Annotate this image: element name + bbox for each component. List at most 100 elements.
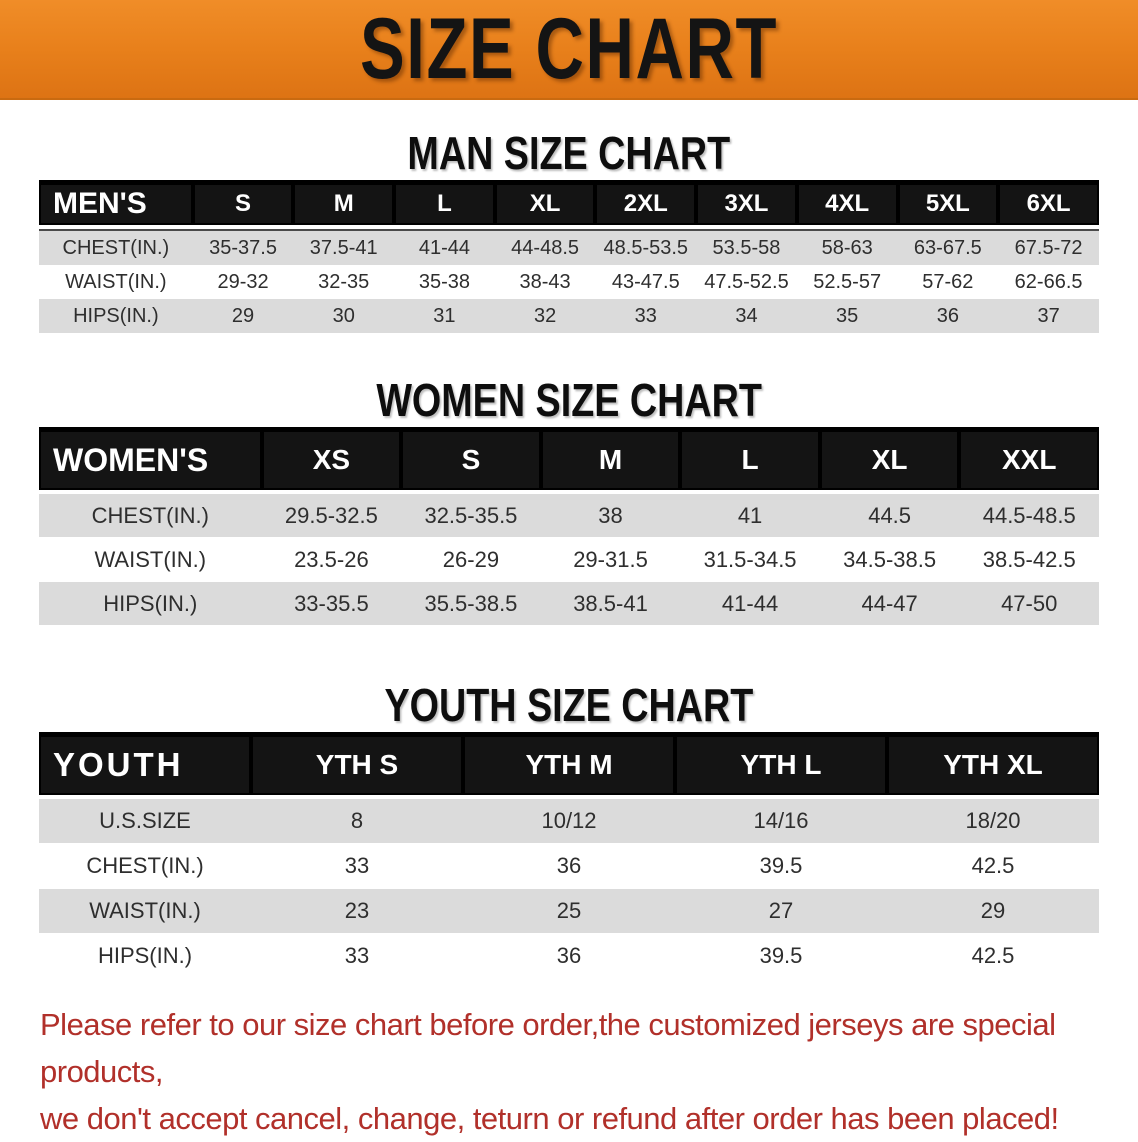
measure-value: 53.5-58 [696,229,797,265]
youth-table-header: YOUTH YTH S YTH M YTH L YTH XL [39,732,1099,799]
youth-section-title-text: YOUTH SIZE CHART [384,679,754,731]
measure-value: 23 [251,889,463,934]
measure-value: 52.5-57 [796,265,898,299]
measure-value: 42.5 [887,934,1099,979]
measure-value: 67.5-72 [998,229,1099,265]
table-row: CHEST(IN.) 35-37.5 37.5-41 41-44 44-48.5 48.5… [39,229,1099,265]
man-section-title-text: MAN SIZE CHART [407,127,731,179]
measure-value: 23.5-26 [261,538,402,582]
measure-value: 32 [494,299,596,333]
size-column-header: XL [819,427,960,494]
measure-value: 31.5-34.5 [680,538,820,582]
measure-value: 32-35 [293,265,395,299]
size-column-header: XS [261,427,402,494]
measure-value: 62-66.5 [998,265,1099,299]
measure-value: 35-37.5 [192,229,294,265]
size-column-header: 3XL [696,180,797,229]
women-table-header: WOMEN'S XS S M L XL XXL [39,427,1099,494]
measure-label: WAIST(IN.) [39,265,193,299]
measure-value: 48.5-53.5 [595,229,697,265]
size-column-header: 5XL [897,180,999,229]
measure-value: 34 [696,299,797,333]
table-row: HIPS(IN.) 33 36 39.5 42.5 [39,934,1099,979]
measure-value: 41-44 [394,229,495,265]
measure-value: 33-35.5 [261,582,402,626]
table-row: CHEST(IN.) 29.5-32.5 32.5-35.5 38 41 44.5 44.5… [39,494,1099,538]
measure-value: 47-50 [959,582,1099,626]
table-group-label: MEN'S [39,180,193,229]
size-column-header: 4XL [796,180,898,229]
measure-value: 43-47.5 [595,265,697,299]
table-header-row: YOUTH YTH S YTH M YTH L YTH XL [39,732,1099,799]
measure-value: 35 [796,299,898,333]
men-table-body: CHEST(IN.) 35-37.5 37.5-41 41-44 44-48.5 48.5… [39,229,1099,333]
measure-value: 35-38 [394,265,495,299]
measure-value: 35.5-38.5 [401,582,541,626]
measure-value: 39.5 [675,934,887,979]
size-column-header: 6XL [998,180,1099,229]
measure-value: 29.5-32.5 [261,494,402,538]
size-column-header: L [680,427,820,494]
measure-value: 34.5-38.5 [819,538,960,582]
measure-value: 36 [463,934,675,979]
measure-value: 38.5-41 [540,582,681,626]
measure-value: 44-48.5 [494,229,596,265]
size-column-header: YTH S [251,732,463,799]
measure-value: 39.5 [675,844,887,889]
measure-value: 44.5 [819,494,960,538]
size-column-header: XXL [959,427,1099,494]
women-section-title-text: WOMEN SIZE CHART [376,374,762,426]
measure-value: 33 [251,934,463,979]
measure-value: 30 [293,299,395,333]
youth-table-body: U.S.SIZE 8 10/12 14/16 18/20 CHEST(IN.) 33 36 39… [39,799,1099,979]
women-section-title: WOMEN SIZE CHART [0,333,1138,427]
table-row: WAIST(IN.) 23 25 27 29 [39,889,1099,934]
men-table-header: MEN'S S M L XL 2XL 3XL 4XL 5XL 6XL [39,180,1099,229]
measure-value: 58-63 [796,229,898,265]
youth-section-title: YOUTH SIZE CHART [0,626,1138,732]
measure-value: 8 [251,799,463,844]
measure-label: HIPS(IN.) [39,582,262,626]
size-column-header: YTH XL [887,732,1099,799]
table-group-label: YOUTH [39,732,251,799]
measure-value: 33 [595,299,697,333]
measure-value: 14/16 [675,799,887,844]
measure-value: 44-47 [819,582,960,626]
table-row: HIPS(IN.) 29 30 31 32 33 34 35 36 37 [39,299,1099,333]
measure-value: 41-44 [680,582,820,626]
measure-value: 57-62 [897,265,999,299]
measure-value: 44.5-48.5 [959,494,1099,538]
measure-value: 63-67.5 [897,229,999,265]
table-row: WAIST(IN.) 29-32 32-35 35-38 38-43 43-47.5 47.… [39,265,1099,299]
measure-value: 36 [897,299,999,333]
measure-label: CHEST(IN.) [39,494,262,538]
women-size-table: WOMEN'S XS S M L XL XXL CHEST(IN.) 29.5-32.5 32.… [39,427,1099,626]
measure-value: 29 [192,299,294,333]
women-table-body: CHEST(IN.) 29.5-32.5 32.5-35.5 38 41 44.5 44.5… [39,494,1099,626]
measure-value: 38 [540,494,681,538]
order-policy-note-line1: Please refer to our size chart before or… [40,1007,1056,1089]
measure-value: 32.5-35.5 [401,494,541,538]
measure-label: CHEST(IN.) [39,229,193,265]
size-column-header: XL [494,180,596,229]
size-chart-banner: SIZE CHART [0,0,1138,100]
measure-value: 29-31.5 [540,538,681,582]
size-column-header: S [401,427,541,494]
table-row: WAIST(IN.) 23.5-26 26-29 29-31.5 31.5-34.5 34… [39,538,1099,582]
order-policy-note: Please refer to our size chart before or… [40,1001,1110,1142]
measure-label: U.S.SIZE [39,799,251,844]
size-column-header: M [540,427,681,494]
measure-value: 29 [887,889,1099,934]
measure-label: WAIST(IN.) [39,889,251,934]
measure-label: HIPS(IN.) [39,934,251,979]
measure-value: 18/20 [887,799,1099,844]
men-size-table: MEN'S S M L XL 2XL 3XL 4XL 5XL 6XL CHEST(IN.) 35-3… [39,180,1099,333]
measure-value: 37 [998,299,1099,333]
measure-value: 42.5 [887,844,1099,889]
size-column-header: YTH L [675,732,887,799]
order-policy-note-line2: we don't accept cancel, change, teturn o… [40,1101,1059,1136]
size-column-header: S [192,180,294,229]
man-section-title: MAN SIZE CHART [0,100,1138,180]
table-row: U.S.SIZE 8 10/12 14/16 18/20 [39,799,1099,844]
size-column-header: L [394,180,495,229]
